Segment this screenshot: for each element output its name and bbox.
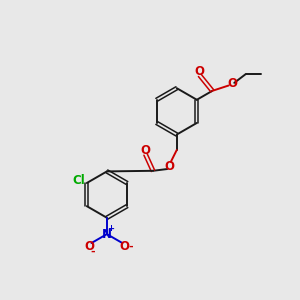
Text: +: +	[107, 224, 114, 233]
Text: O: O	[84, 240, 94, 253]
Text: Cl: Cl	[72, 174, 85, 187]
Text: N: N	[102, 228, 112, 241]
Text: O: O	[165, 160, 175, 173]
Text: O: O	[120, 240, 130, 253]
Text: -: -	[128, 242, 133, 252]
Text: O: O	[194, 65, 204, 78]
Text: -: -	[90, 247, 95, 257]
Text: O: O	[140, 144, 151, 158]
Text: O: O	[227, 77, 237, 90]
